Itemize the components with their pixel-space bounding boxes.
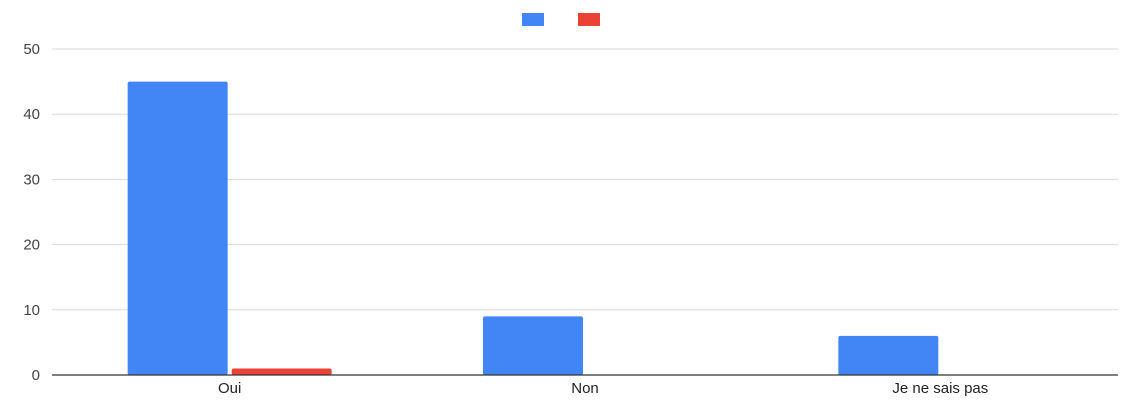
bar-blue-oui: [127, 81, 228, 375]
bars: [127, 81, 939, 375]
bar-red-oui: [231, 368, 332, 375]
bar-blue-non: [483, 316, 583, 375]
legend: [522, 13, 600, 26]
y-tick-label: 0: [32, 367, 40, 384]
gridlines: [52, 48, 1118, 311]
x-category-label: Je ne sais pas: [892, 380, 988, 397]
y-tick-label: 30: [23, 171, 40, 188]
bar-blue-je-ne-sais-pas: [838, 335, 939, 375]
x-axis: Oui Non Je ne sais pas: [52, 374, 1118, 397]
x-category-label: Oui: [218, 380, 241, 397]
y-tick-label: 40: [23, 106, 40, 123]
y-tick-label: 10: [23, 302, 40, 319]
y-tick-label: 50: [23, 41, 40, 58]
y-axis: 0 10 20 30 40 50: [23, 41, 40, 384]
legend-swatch-blue: [522, 13, 544, 26]
legend-swatch-red: [578, 13, 600, 26]
x-category-label: Non: [571, 380, 599, 397]
y-tick-label: 20: [23, 237, 40, 254]
